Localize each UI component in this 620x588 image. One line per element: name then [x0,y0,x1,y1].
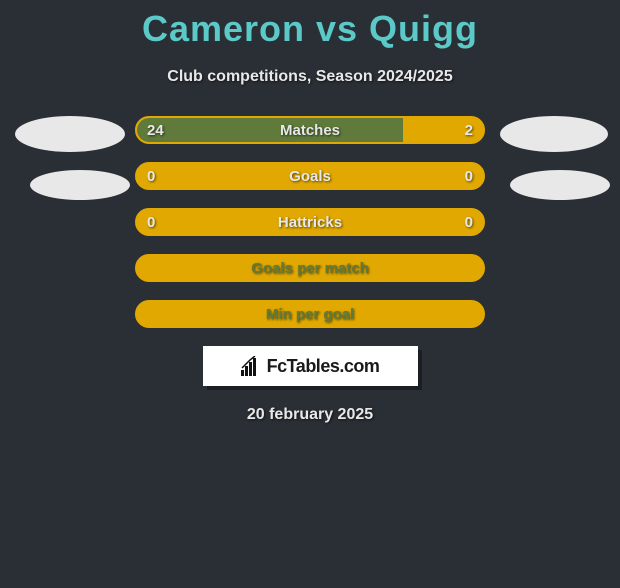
stat-bar-min-per-goal: Min per goal [135,300,485,328]
date-label: 20 february 2025 [10,406,610,424]
subtitle: Club competitions, Season 2024/2025 [10,68,610,86]
player1-badge-placeholder [30,170,130,200]
stat-label: Min per goal [137,306,483,323]
stat-bar-hattricks: 0 Hattricks 0 [135,208,485,236]
stats-area: 24 Matches 2 0 Goals 0 0 Hattricks 0 Goa… [10,116,610,328]
stat-label: Goals [137,168,483,185]
stat-label: Matches [137,122,483,139]
player1-avatar-placeholder [15,116,125,152]
chart-icon [241,356,263,376]
stat-label: Goals per match [137,260,483,277]
stat-bar-matches: 24 Matches 2 [135,116,485,144]
player2-avatar-placeholder [500,116,608,152]
page-title: Cameron vs Quigg [10,8,610,50]
stat-bar-goals-per-match: Goals per match [135,254,485,282]
player2-badge-placeholder [510,170,610,200]
brand-box[interactable]: FcTables.com [203,346,418,386]
stat-bar-goals: 0 Goals 0 [135,162,485,190]
stat-label: Hattricks [137,214,483,231]
stats-bars: 24 Matches 2 0 Goals 0 0 Hattricks 0 Goa… [135,116,485,328]
brand-text: FcTables.com [267,356,380,377]
